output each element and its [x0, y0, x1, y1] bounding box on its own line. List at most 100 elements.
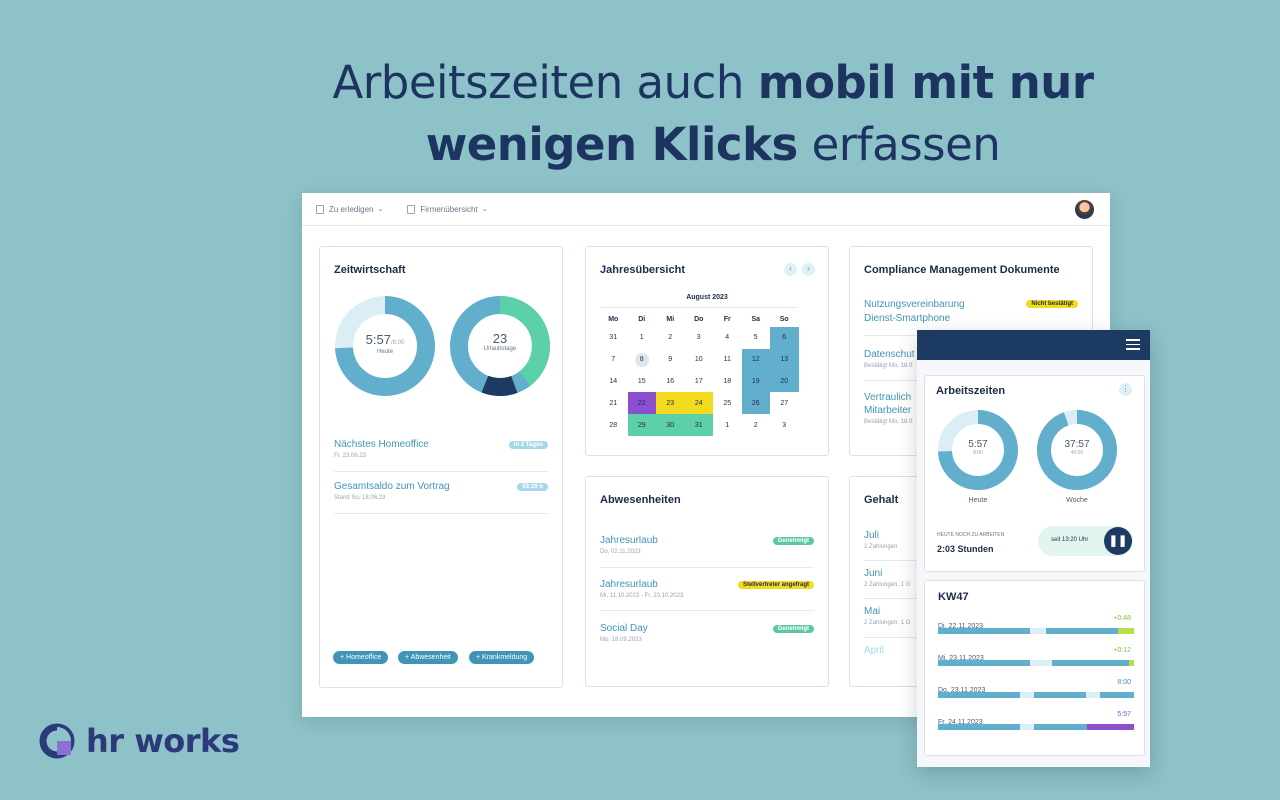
item-label: Social Day: [600, 623, 648, 634]
day-row[interactable]: Di, 22.11.2023 +0:48: [938, 615, 1134, 634]
card-arbeitszeiten: Arbeitszeiten ⋮ 5:57 8:00 Heute 37:57 40…: [924, 375, 1145, 572]
calendar-day[interactable]: 2: [753, 421, 758, 429]
card-title: Zeitwirtschaft: [334, 264, 406, 276]
list-item[interactable]: Gesamtsaldo zum Vortrag Stand So, 18.06.…: [334, 481, 548, 501]
list-item[interactable]: Nutzungsvereinbarung Dienst-Smartphone N…: [864, 299, 1078, 324]
add-sick-note-button[interactable]: + Krankmeldung: [469, 651, 535, 664]
pause-icon[interactable]: ❚❚: [1104, 527, 1132, 555]
day-row[interactable]: Mi, 23.11.2023 +0:12: [938, 647, 1134, 666]
item-label: Jahresurlaub: [600, 579, 658, 590]
calendar-day[interactable]: 1: [725, 421, 730, 429]
calendar-day[interactable]: 6: [770, 327, 799, 349]
calendar-day[interactable]: 14: [609, 377, 618, 385]
mobile-week-label: 37:57 40:00: [1036, 439, 1118, 456]
calendar-day[interactable]: 2: [668, 334, 673, 342]
calendar-day[interactable]: 23: [656, 392, 685, 415]
calendar-day[interactable]: 17: [694, 377, 703, 385]
avatar[interactable]: [1075, 200, 1094, 219]
calendar-day[interactable]: 27: [780, 399, 789, 407]
list-item[interactable]: Nächstes Homeoffice Fr, 23.06.23 in 2 Ta…: [334, 439, 548, 459]
list-item[interactable]: Social Day Mo, 18.09.2023 Genehmigt: [600, 623, 814, 643]
list-item[interactable]: Jahresurlaub Mi, 11.10.2023 - Fr, 20.10.…: [600, 579, 814, 599]
item-label: Gesamtsaldo zum Vortrag: [334, 481, 450, 492]
calendar-day[interactable]: 24: [684, 392, 713, 415]
item-sub: Stand So, 18.06.23: [334, 495, 386, 501]
calendar-day[interactable]: 5: [753, 334, 758, 342]
calendar-day[interactable]: 15: [637, 377, 646, 385]
item-sub: Bestätigt Mo, 18.0: [864, 363, 913, 369]
remaining-label: HEUTE NOCH ZU ARBEITEN: [937, 532, 1005, 538]
calendar-day[interactable]: 26: [741, 392, 770, 415]
headline-bold2: wenigen Klicks: [425, 118, 799, 171]
calendar-day[interactable]: 3: [782, 421, 787, 429]
today-donut: [335, 296, 435, 396]
calendar-day[interactable]: 4: [725, 334, 730, 342]
list-item[interactable]: Vertraulich Mitarbeiter Bestätigt Mo, 18…: [864, 392, 1078, 425]
item-sub: Fr, 23.06.23: [334, 453, 367, 459]
vacation-label: Urlaubstage: [483, 346, 517, 352]
calendar-day[interactable]: 19: [741, 370, 770, 393]
calendar-day[interactable]: 12: [741, 348, 770, 371]
nav-company-label: Firmenübersicht: [420, 204, 478, 214]
calendar-day[interactable]: 11: [723, 356, 731, 364]
calendar-day[interactable]: 9: [668, 356, 673, 364]
calendar-day[interactable]: 1: [639, 334, 644, 342]
list-item[interactable]: Jahresurlaub Do, 02.11.2023 Genehmigt: [600, 535, 814, 555]
calendar-day[interactable]: 3: [696, 334, 701, 342]
calendar-day[interactable]: 7: [611, 356, 616, 364]
day-bar-gap: [1030, 628, 1046, 634]
divider: [600, 567, 814, 568]
mobile-week-caption: Woche: [1066, 497, 1088, 504]
menu-icon[interactable]: [1126, 339, 1140, 353]
list-item[interactable]: Juni 2 Zahlungen, 1 G: [864, 568, 1078, 588]
prev-month-button[interactable]: ‹: [784, 263, 797, 276]
add-absence-button[interactable]: + Abwesenheit: [398, 651, 458, 664]
item-label: Datenschut: [864, 349, 915, 360]
calendar-day[interactable]: 22: [627, 392, 656, 415]
divider: [334, 471, 548, 472]
nav-company-overview[interactable]: Firmenübersicht ⌄: [407, 204, 488, 214]
nav-todo[interactable]: Zu erledigen ⌄: [316, 204, 383, 214]
weekday: Mi: [666, 315, 675, 323]
list-item[interactable]: Mai 2 Zahlungen, 1 G: [864, 606, 1078, 626]
item-label-line2: Mitarbeiter: [864, 405, 912, 416]
calendar-day[interactable]: 31: [684, 414, 713, 436]
calendar-day[interactable]: 13: [770, 348, 799, 371]
mobile-today-time: 5:57: [968, 439, 988, 450]
timer-pill[interactable]: seit 13:20 Uhr ❚❚: [1038, 526, 1133, 556]
next-month-button[interactable]: ›: [802, 263, 815, 276]
divider: [600, 610, 814, 611]
calendar-day[interactable]: 25: [723, 399, 732, 407]
mobile-today-donut: [938, 410, 1018, 490]
status-badge: Genehmigt: [772, 625, 814, 633]
calendar-week: 28 29 30 31 1 2 3: [599, 414, 799, 436]
weekday: Di: [638, 315, 646, 323]
calendar-day[interactable]: 10: [694, 356, 703, 364]
calendar-day[interactable]: 16: [666, 377, 675, 385]
day-bar-gap: [1020, 724, 1034, 730]
item-label: Juli: [864, 530, 880, 541]
mobile-week-target: 40:00: [1070, 450, 1084, 456]
calendar-day[interactable]: 29: [627, 414, 656, 436]
calendar-day[interactable]: 21: [609, 399, 618, 407]
calendar-day[interactable]: 31: [609, 334, 618, 342]
remaining-value: 2:03 Stunden: [937, 544, 994, 554]
day-bar-segment: [938, 724, 1020, 730]
day-bar-segment: [1100, 692, 1134, 698]
more-options-icon[interactable]: ⋮: [1119, 383, 1132, 396]
today-label: Heute: [376, 349, 393, 355]
calendar-day[interactable]: 20: [770, 370, 799, 393]
list-item[interactable]: Datenschut Bestätigt Mo, 18.0: [864, 349, 1078, 369]
calendar-day-today[interactable]: 8: [628, 349, 657, 371]
item-sub: Do, 02.11.2023: [600, 549, 641, 555]
calendar-week: 14 15 16 17 18 19 20: [599, 370, 799, 393]
calendar-day[interactable]: 30: [656, 414, 685, 436]
add-homeoffice-button[interactable]: + Homeoffice: [333, 651, 389, 664]
day-row[interactable]: Do, 23.11.2023 8:00: [938, 679, 1134, 698]
calendar-day[interactable]: 28: [609, 421, 618, 429]
list-item[interactable]: April: [864, 645, 1078, 656]
list-item[interactable]: Juli 2 Zahlungen: [864, 530, 1078, 550]
calendar-day[interactable]: 18: [723, 377, 732, 385]
day-row[interactable]: Fr, 24.11.2023 5:57: [938, 711, 1134, 730]
card-title: Jahresübersicht: [600, 264, 685, 276]
